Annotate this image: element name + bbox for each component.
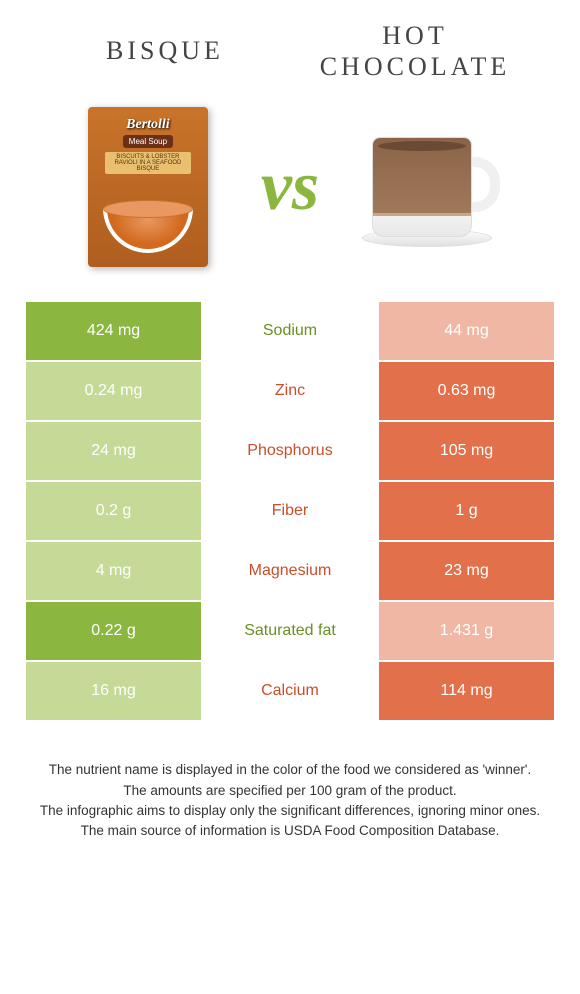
title-right: Hot Chocolate (290, 20, 540, 82)
value-left: 24 mg (26, 422, 201, 480)
nutrient-name: Sodium (201, 302, 379, 360)
value-left: 0.2 g (26, 482, 201, 540)
footnote-line: The nutrient name is displayed in the co… (18, 760, 562, 780)
vs-label: vs (246, 147, 334, 227)
soup-brand: Bertolli (126, 117, 170, 133)
nutrition-table: 424 mgSodium44 mg0.24 mgZinc0.63 mg24 mg… (26, 302, 554, 720)
value-right: 105 mg (379, 422, 554, 480)
footnote-line: The infographic aims to display only the… (18, 801, 562, 821)
value-left: 4 mg (26, 542, 201, 600)
footnote-line: The main source of information is USDA F… (18, 821, 562, 841)
value-left: 16 mg (26, 662, 201, 720)
soup-tag: BISCUITS & LOBSTER RAVIOLI IN A SEAFOOD … (105, 152, 191, 174)
value-right: 1.431 g (379, 602, 554, 660)
table-row: 0.2 gFiber1 g (26, 482, 554, 540)
value-right: 1 g (379, 482, 554, 540)
table-row: 24 mgPhosphorus105 mg (26, 422, 554, 480)
bisque-image: Bertolli Meal Soup BISCUITS & LOBSTER RA… (50, 107, 246, 267)
value-right: 0.63 mg (379, 362, 554, 420)
header-row: Bisque Hot Chocolate (0, 0, 580, 92)
nutrient-name: Saturated fat (201, 602, 379, 660)
table-row: 0.22 gSaturated fat1.431 g (26, 602, 554, 660)
title-left: Bisque (40, 36, 290, 66)
nutrient-name: Calcium (201, 662, 379, 720)
hotchoc-image (334, 122, 530, 252)
images-row: Bertolli Meal Soup BISCUITS & LOBSTER RA… (0, 92, 580, 292)
nutrient-name: Phosphorus (201, 422, 379, 480)
soup-box-icon: Bertolli Meal Soup BISCUITS & LOBSTER RA… (88, 107, 208, 267)
table-row: 4 mgMagnesium23 mg (26, 542, 554, 600)
nutrient-name: Magnesium (201, 542, 379, 600)
nutrient-name: Fiber (201, 482, 379, 540)
value-left: 0.22 g (26, 602, 201, 660)
table-row: 0.24 mgZinc0.63 mg (26, 362, 554, 420)
soup-line: Meal Soup (123, 135, 173, 148)
value-right: 114 mg (379, 662, 554, 720)
footnotes: The nutrient name is displayed in the co… (18, 760, 562, 841)
table-row: 424 mgSodium44 mg (26, 302, 554, 360)
table-row: 16 mgCalcium114 mg (26, 662, 554, 720)
value-left: 424 mg (26, 302, 201, 360)
value-left: 0.24 mg (26, 362, 201, 420)
value-right: 23 mg (379, 542, 554, 600)
bowl-icon (103, 208, 193, 253)
mug-icon (362, 122, 502, 252)
nutrient-name: Zinc (201, 362, 379, 420)
value-right: 44 mg (379, 302, 554, 360)
footnote-line: The amounts are specified per 100 gram o… (18, 781, 562, 801)
